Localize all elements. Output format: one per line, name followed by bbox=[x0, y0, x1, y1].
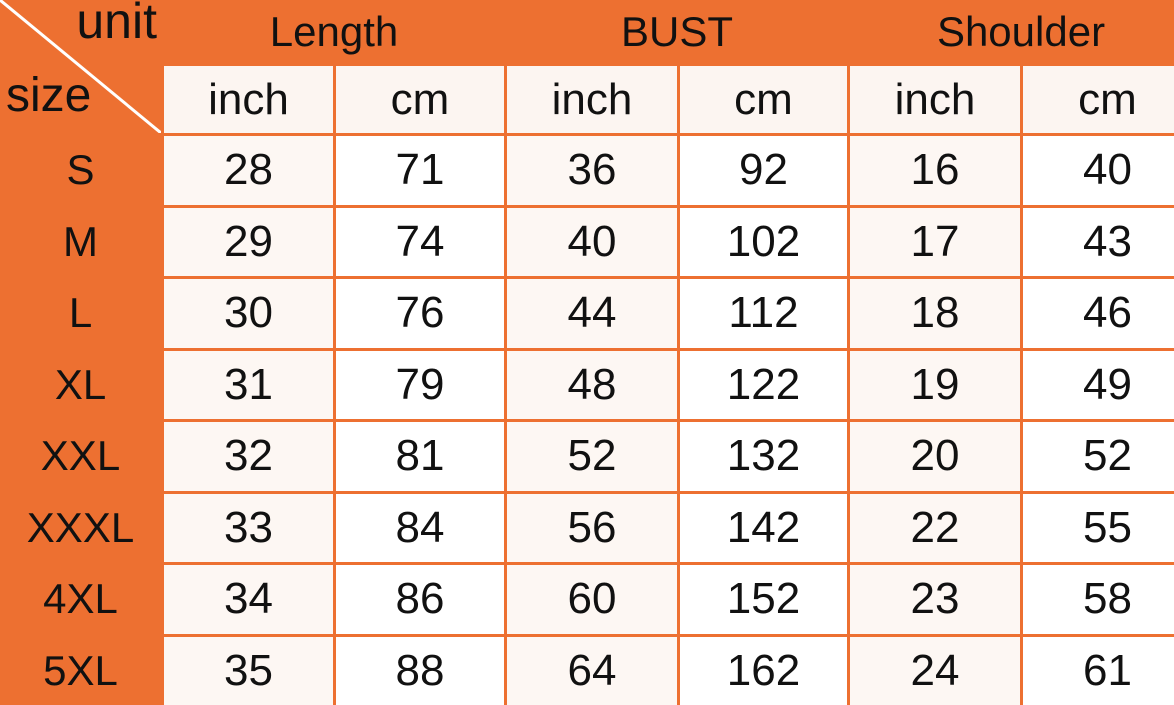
value-cell: 122 bbox=[680, 351, 847, 420]
unit-header: inch bbox=[507, 66, 677, 133]
value-cell: 48 bbox=[507, 351, 677, 420]
unit-label: unit bbox=[76, 0, 157, 50]
value-cell: 18 bbox=[850, 279, 1020, 348]
value-cell: 76 bbox=[336, 279, 504, 348]
value-cell: 56 bbox=[507, 494, 677, 563]
value-cell: 79 bbox=[336, 351, 504, 420]
value-cell: 31 bbox=[164, 351, 333, 420]
value-cell: 46 bbox=[1023, 279, 1174, 348]
value-cell: 24 bbox=[850, 637, 1020, 705]
size-label-cell: XXL bbox=[0, 422, 161, 491]
value-cell: 58 bbox=[1023, 565, 1174, 634]
corner-header: unit size bbox=[0, 0, 161, 133]
value-cell: 112 bbox=[680, 279, 847, 348]
value-cell: 162 bbox=[680, 637, 847, 705]
value-cell: 55 bbox=[1023, 494, 1174, 563]
value-cell: 43 bbox=[1023, 208, 1174, 277]
value-cell: 81 bbox=[336, 422, 504, 491]
unit-header: inch bbox=[164, 66, 333, 133]
value-cell: 61 bbox=[1023, 637, 1174, 705]
value-cell: 35 bbox=[164, 637, 333, 705]
value-cell: 49 bbox=[1023, 351, 1174, 420]
value-cell: 71 bbox=[336, 136, 504, 205]
size-label-cell: 4XL bbox=[0, 565, 161, 634]
value-cell: 52 bbox=[1023, 422, 1174, 491]
value-cell: 29 bbox=[164, 208, 333, 277]
value-cell: 84 bbox=[336, 494, 504, 563]
unit-header: inch bbox=[850, 66, 1020, 133]
value-cell: 19 bbox=[850, 351, 1020, 420]
size-label-cell: L bbox=[0, 279, 161, 348]
value-cell: 152 bbox=[680, 565, 847, 634]
value-cell: 36 bbox=[507, 136, 677, 205]
value-cell: 28 bbox=[164, 136, 333, 205]
value-cell: 30 bbox=[164, 279, 333, 348]
group-header-shoulder: Shoulder bbox=[850, 0, 1174, 63]
value-cell: 44 bbox=[507, 279, 677, 348]
size-label-cell: XXXL bbox=[0, 494, 161, 563]
value-cell: 32 bbox=[164, 422, 333, 491]
unit-header: cm bbox=[680, 66, 847, 133]
value-cell: 88 bbox=[336, 637, 504, 705]
value-cell: 102 bbox=[680, 208, 847, 277]
value-cell: 17 bbox=[850, 208, 1020, 277]
unit-header: cm bbox=[336, 66, 504, 133]
group-header-bust: BUST bbox=[507, 0, 847, 63]
size-label-cell: M bbox=[0, 208, 161, 277]
value-cell: 132 bbox=[680, 422, 847, 491]
value-cell: 64 bbox=[507, 637, 677, 705]
size-label-cell: XL bbox=[0, 351, 161, 420]
value-cell: 40 bbox=[1023, 136, 1174, 205]
value-cell: 23 bbox=[850, 565, 1020, 634]
value-cell: 60 bbox=[507, 565, 677, 634]
value-cell: 74 bbox=[336, 208, 504, 277]
unit-header: cm bbox=[1023, 66, 1174, 133]
value-cell: 22 bbox=[850, 494, 1020, 563]
value-cell: 33 bbox=[164, 494, 333, 563]
value-cell: 52 bbox=[507, 422, 677, 491]
group-header-length: Length bbox=[164, 0, 504, 63]
value-cell: 40 bbox=[507, 208, 677, 277]
size-label-cell: 5XL bbox=[0, 637, 161, 705]
size-label-cell: S bbox=[0, 136, 161, 205]
value-cell: 16 bbox=[850, 136, 1020, 205]
value-cell: 92 bbox=[680, 136, 847, 205]
value-cell: 142 bbox=[680, 494, 847, 563]
value-cell: 86 bbox=[336, 565, 504, 634]
value-cell: 20 bbox=[850, 422, 1020, 491]
size-label: size bbox=[6, 68, 91, 123]
value-cell: 34 bbox=[164, 565, 333, 634]
